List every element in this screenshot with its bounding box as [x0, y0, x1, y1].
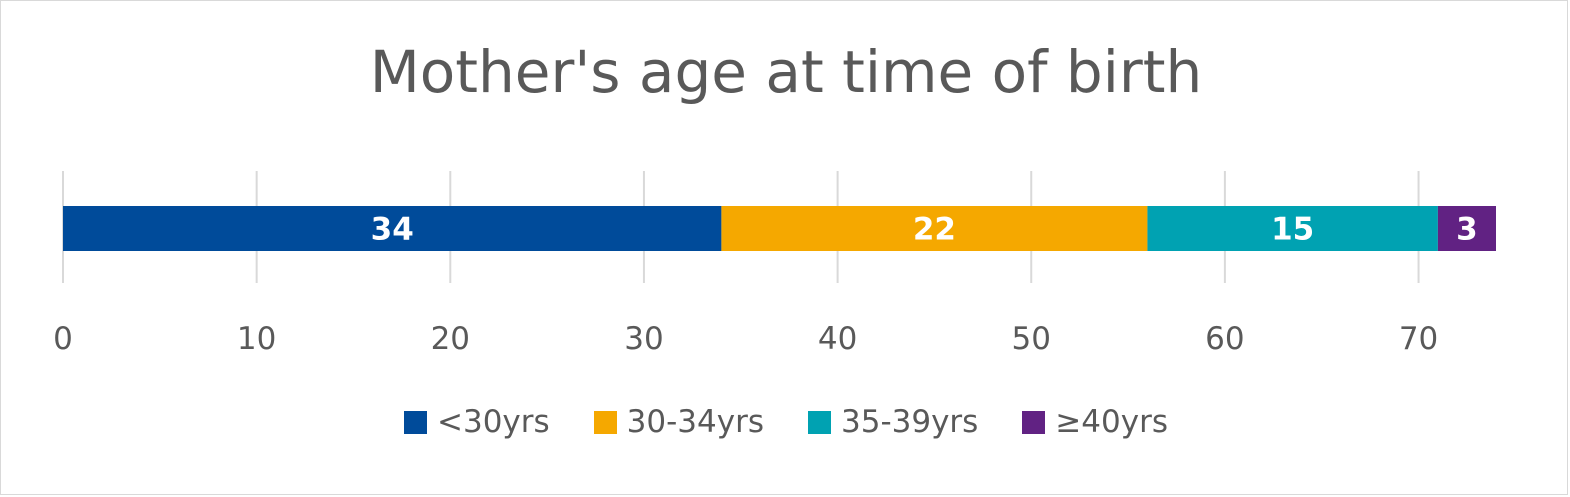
legend-label: <30yrs: [437, 404, 550, 440]
data-label: 34: [371, 212, 414, 248]
legend-swatch: [593, 410, 617, 434]
legend-item: 35-39yrs: [808, 404, 978, 440]
data-label: 22: [913, 212, 956, 248]
x-tick-label: 60: [1205, 321, 1244, 357]
x-tick-label: 40: [818, 321, 857, 357]
legend-swatch: [1022, 410, 1046, 434]
data-label: 3: [1456, 212, 1478, 248]
bar-segment: [63, 206, 722, 251]
x-tick-label: 10: [237, 321, 276, 357]
bar-segment: [1437, 206, 1496, 251]
chart-title: Mother's age at time of birth: [369, 38, 1203, 106]
data-label: 15: [1271, 212, 1314, 248]
legend-label: 30-34yrs: [626, 404, 764, 440]
x-tick-label: 70: [1399, 321, 1438, 357]
x-tick-label: 0: [53, 321, 73, 357]
legend-item: 30-34yrs: [593, 404, 764, 440]
chart-legend: <30yrs 30-34yrs 35-39yrs ≥40yrs: [1, 404, 1570, 440]
bar-segment: [721, 206, 1148, 251]
x-tick-label: 20: [431, 321, 470, 357]
x-tick-label: 30: [624, 321, 663, 357]
bar-segment: [1147, 206, 1438, 251]
legend-label: ≥40yrs: [1055, 404, 1168, 440]
legend-label: 35-39yrs: [841, 404, 979, 440]
legend-swatch: [808, 410, 831, 434]
legend-item: ≥40yrs: [1022, 404, 1168, 440]
chart-plot-area: 0 10 20 30 40 50 60 70 34 22 15 3: [53, 171, 1496, 357]
x-tick-label: 50: [1012, 321, 1051, 357]
legend-item: <30yrs: [404, 404, 550, 440]
legend-swatch: [404, 410, 427, 434]
